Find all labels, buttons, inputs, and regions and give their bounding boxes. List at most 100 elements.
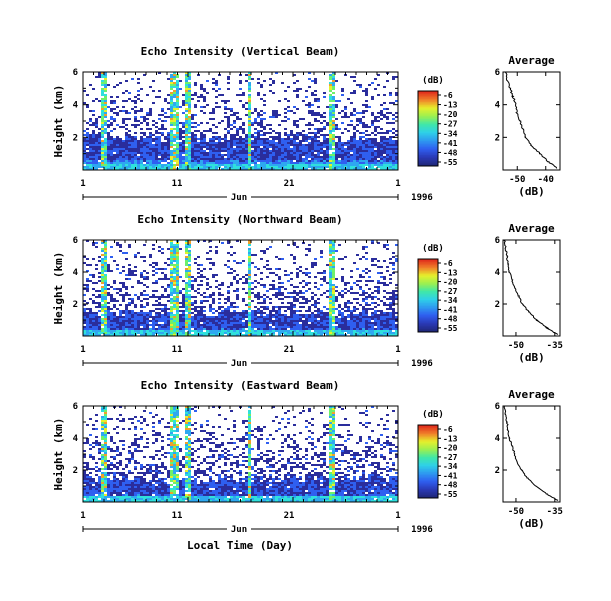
- heatmap-cell: [326, 328, 329, 330]
- heatmap-cell: [164, 128, 167, 130]
- heatmap-cell: [101, 166, 104, 168]
- heatmap-cell: [194, 308, 197, 310]
- heatmap-cell: [143, 156, 146, 158]
- heatmap-cell: [173, 254, 176, 256]
- heatmap-cell: [125, 308, 128, 310]
- heatmap-cell: [200, 310, 203, 312]
- heatmap-cell: [275, 158, 278, 160]
- heatmap-cell: [374, 128, 377, 130]
- heatmap-cell: [284, 314, 287, 316]
- heatmap-cell: [191, 126, 194, 128]
- heatmap-cell: [323, 144, 326, 146]
- heatmap-cell: [125, 332, 128, 334]
- heatmap-cell: [335, 250, 338, 252]
- heatmap-cell: [110, 270, 113, 272]
- heatmap-cell: [215, 252, 218, 254]
- heatmap-cell: [224, 106, 227, 108]
- heatmap-cell: [389, 152, 392, 154]
- heatmap-cell: [176, 322, 179, 324]
- heatmap-cell: [173, 302, 176, 304]
- heatmap-cell: [332, 80, 335, 82]
- heatmap-cell: [236, 334, 239, 336]
- colorbar-segment: [418, 94, 438, 97]
- heatmap-cell: [206, 144, 209, 146]
- heatmap-cell: [356, 332, 359, 334]
- heatmap-cell: [317, 328, 320, 330]
- heatmap-cell: [113, 282, 116, 284]
- heatmap-cell: [332, 240, 335, 242]
- heatmap-cell: [248, 126, 251, 128]
- heatmap-cell: [296, 168, 299, 170]
- heatmap-cell: [317, 322, 320, 324]
- heatmap-cell: [341, 152, 344, 154]
- heatmap-cell: [206, 80, 209, 82]
- heatmap-cell: [188, 160, 191, 162]
- heatmap-cell: [278, 312, 281, 314]
- heatmap-cell: [326, 334, 329, 336]
- heatmap-cell: [104, 248, 107, 250]
- heatmap-cell: [272, 332, 275, 334]
- heatmap-cell: [284, 108, 287, 110]
- heatmap-cell: [188, 142, 191, 144]
- heatmap-cell: [245, 274, 248, 276]
- heatmap-cell: [230, 304, 233, 306]
- heatmap-cell: [110, 320, 113, 322]
- heatmap-cell: [170, 134, 173, 136]
- heatmap-cell: [323, 146, 326, 148]
- heatmap-cell: [365, 304, 368, 306]
- heatmap-cell: [146, 122, 149, 124]
- heatmap-cell: [182, 162, 185, 164]
- heatmap-cell: [269, 158, 272, 160]
- heatmap-cell: [245, 316, 248, 318]
- heatmap-cell: [293, 310, 296, 312]
- heatmap-cell: [125, 124, 128, 126]
- heatmap-cell: [131, 136, 134, 138]
- heatmap-cell: [266, 144, 269, 146]
- heatmap-cell: [101, 330, 104, 332]
- heatmap-cell: [230, 318, 233, 320]
- heatmap-cell: [248, 128, 251, 130]
- heatmap-cell: [245, 80, 248, 82]
- heatmap-cell: [266, 248, 269, 250]
- heatmap-cell: [245, 138, 248, 140]
- heatmap-cell: [248, 118, 251, 120]
- heatmap-cell: [140, 88, 143, 90]
- heatmap-cell: [164, 136, 167, 138]
- heatmap-cell: [101, 102, 104, 104]
- heatmap-cell: [386, 118, 389, 120]
- heatmap-cell: [104, 312, 107, 314]
- heatmap-cell: [302, 144, 305, 146]
- heatmap-cell: [299, 292, 302, 294]
- heatmap-cell: [395, 148, 398, 150]
- heatmap-cell: [323, 154, 326, 156]
- heatmap-cell: [302, 162, 305, 164]
- heatmap-cell: [152, 148, 155, 150]
- heatmap-cell: [131, 332, 134, 334]
- heatmap-cell: [194, 320, 197, 322]
- heatmap-cell: [374, 150, 377, 152]
- heatmap-cell: [233, 152, 236, 154]
- heatmap-cell: [176, 124, 179, 126]
- heatmap-cell: [194, 160, 197, 162]
- heatmap-cell: [299, 142, 302, 144]
- heatmap-cell: [260, 316, 263, 318]
- heatmap-cell: [242, 150, 245, 152]
- colorbar-segment: [418, 153, 438, 156]
- heatmap-cell: [230, 284, 233, 286]
- heatmap-cell: [311, 332, 314, 334]
- heatmap-cell: [359, 312, 362, 314]
- heatmap-cell: [314, 168, 317, 170]
- heatmap-cell: [143, 150, 146, 152]
- heatmap-cell: [104, 144, 107, 146]
- heatmap-cell: [167, 144, 170, 146]
- heatmap-cell: [311, 148, 314, 150]
- heatmap-cell: [347, 324, 350, 326]
- heatmap-cell: [176, 292, 179, 294]
- heatmap-cell: [329, 98, 332, 100]
- heatmap-cell: [215, 132, 218, 134]
- heatmap-cell: [329, 88, 332, 90]
- heatmap-cell: [260, 134, 263, 136]
- heatmap-cell: [155, 296, 158, 298]
- heatmap-cell: [83, 166, 86, 168]
- heatmap-cell: [92, 162, 95, 164]
